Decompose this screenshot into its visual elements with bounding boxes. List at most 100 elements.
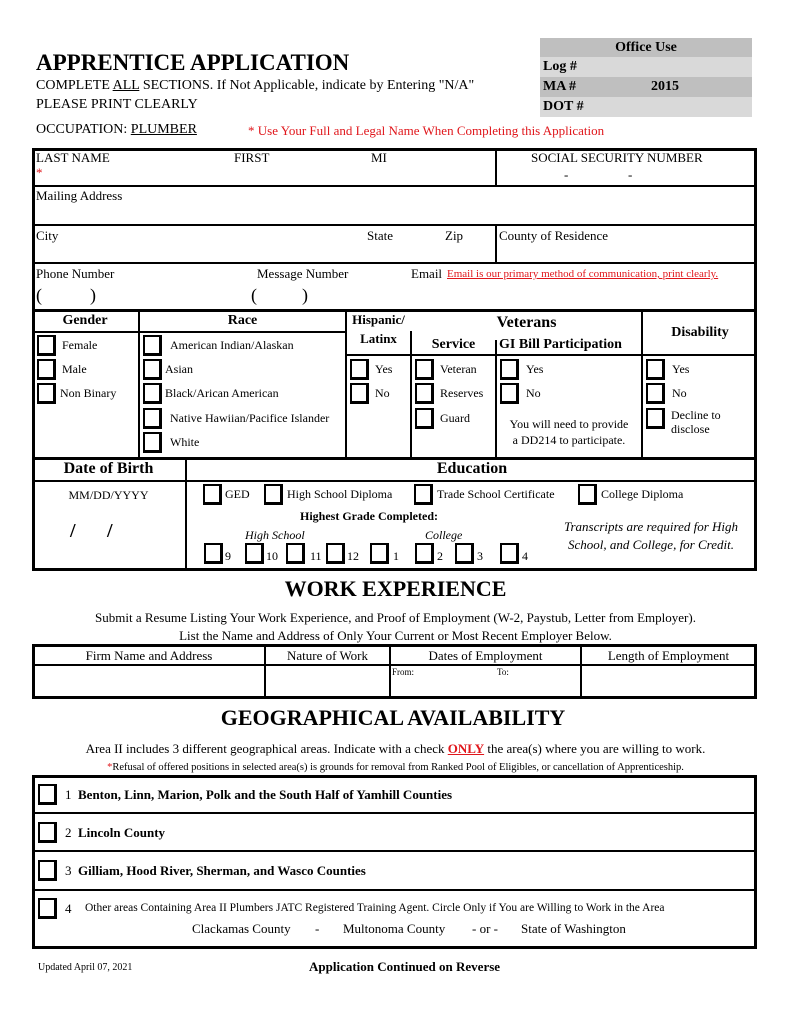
page-title: APPRENTICE APPLICATION: [36, 50, 350, 75]
length-input[interactable]: [583, 667, 754, 697]
transcripts-note-line: Transcripts are required for High: [563, 519, 739, 534]
service-title: Service: [431, 337, 476, 352]
race-title: Race: [227, 313, 258, 328]
disability-option: disclose: [671, 422, 710, 436]
area-1-checkbox[interactable]: [38, 784, 57, 805]
race-asian-checkbox[interactable]: [143, 359, 162, 380]
gender-option: Male: [62, 362, 87, 376]
grade-10-checkbox[interactable]: [245, 543, 264, 564]
disability-yes-checkbox[interactable]: [646, 359, 665, 380]
grade-12-checkbox[interactable]: [326, 543, 345, 564]
grade-9-checkbox[interactable]: [204, 543, 223, 564]
gi-yes-checkbox[interactable]: [500, 359, 519, 380]
service-option: Reserves: [440, 386, 484, 400]
geo-instruction: Area II includes 3 different geographica…: [0, 741, 791, 757]
city-state-zip-input[interactable]: [34, 244, 494, 262]
first-name-label: FIRST: [234, 150, 270, 165]
ged-checkbox[interactable]: [203, 484, 222, 505]
phone-paren-close: ): [90, 285, 96, 305]
gender-nonbinary-checkbox[interactable]: [37, 383, 56, 404]
grade-label: 4: [522, 549, 528, 563]
area-2-checkbox[interactable]: [38, 822, 57, 843]
service-option: Guard: [440, 411, 470, 425]
hispanic-title: Hispanic/: [352, 312, 405, 327]
college-1-checkbox[interactable]: [370, 543, 389, 564]
disability-decline-checkbox[interactable]: [646, 408, 665, 429]
phone-label: Phone Number: [36, 266, 115, 281]
washington-option[interactable]: State of Washington: [521, 921, 626, 936]
education-option: Trade School Certificate: [437, 487, 555, 501]
mailing-address-input[interactable]: [34, 204, 754, 224]
gender-male-checkbox[interactable]: [37, 359, 56, 380]
instructions: COMPLETE ALL SECTIONS. If Not Applicable…: [36, 78, 474, 94]
race-option: Asian: [165, 362, 193, 376]
race-option: Native Hawiian/Pacifice Islander: [170, 411, 330, 425]
separator: -: [315, 921, 320, 936]
name-input[interactable]: [34, 165, 494, 185]
gi-no-checkbox[interactable]: [500, 383, 519, 404]
race-option: White: [170, 435, 200, 449]
dob-title: Date of Birth: [63, 460, 154, 477]
geo-only: ONLY: [447, 741, 485, 756]
transcripts-note: Transcripts are required for High School,…: [546, 518, 756, 554]
dot-label: DOT #: [540, 97, 752, 117]
dob-input[interactable]: [36, 512, 181, 546]
occupation-value: PLUMBER: [130, 122, 197, 137]
print-clearly: PLEASE PRINT CLEARLY: [36, 97, 198, 112]
college-diploma-checkbox[interactable]: [578, 484, 597, 505]
phone-input[interactable]: [34, 286, 244, 308]
college-2-checkbox[interactable]: [415, 543, 434, 564]
hispanic-yes-checkbox[interactable]: [350, 359, 369, 380]
area-label: Benton, Linn, Marion, Polk and the South…: [78, 787, 453, 802]
gender-title: Gender: [62, 313, 108, 328]
area-4-checkbox[interactable]: [38, 898, 57, 919]
grade-11-checkbox[interactable]: [286, 543, 305, 564]
occupation-label: OCCUPATION:: [36, 122, 131, 137]
county-input[interactable]: [498, 244, 754, 262]
email-input[interactable]: [410, 286, 754, 308]
hispanic-no-checkbox[interactable]: [350, 383, 369, 404]
education-option: College Diploma: [601, 487, 684, 501]
disability-option: No: [672, 386, 687, 400]
disability-no-checkbox[interactable]: [646, 383, 665, 404]
dob-format: MM/DD/YYYY: [68, 488, 149, 502]
race-white-checkbox[interactable]: [143, 432, 162, 453]
instruction-text-end: SECTIONS. If Not Applicable, indicate by…: [139, 78, 475, 93]
to-label: To:: [497, 667, 509, 677]
geo-instruction-text: the area(s) where you are willing to wor…: [484, 741, 706, 756]
message-paren-close: ): [302, 285, 308, 305]
ssn-dash: -: [628, 167, 633, 182]
dob-slash: /: [70, 520, 76, 542]
gender-female-checkbox[interactable]: [37, 335, 56, 356]
dates-input[interactable]: [392, 676, 579, 697]
work-col-header: Length of Employment: [607, 648, 730, 663]
message-input[interactable]: [250, 286, 405, 308]
log-label: Log #: [540, 57, 752, 77]
clackamas-option[interactable]: Clackamas County: [192, 921, 291, 936]
race-american-indian-checkbox[interactable]: [143, 335, 162, 356]
area-label: Lincoln County: [78, 825, 166, 840]
nature-input[interactable]: [267, 667, 388, 697]
service-veteran-checkbox[interactable]: [415, 359, 434, 380]
service-guard-checkbox[interactable]: [415, 408, 434, 429]
firm-input[interactable]: [35, 667, 263, 697]
work-col-header: Dates of Employment: [428, 648, 543, 663]
area-3-checkbox[interactable]: [38, 860, 57, 881]
office-use-box: Office Use Log # MA # 2015 DOT #: [540, 38, 752, 117]
service-reserves-checkbox[interactable]: [415, 383, 434, 404]
college-3-checkbox[interactable]: [455, 543, 474, 564]
college-4-checkbox[interactable]: [500, 543, 519, 564]
ssn-input[interactable]: [498, 165, 754, 185]
gender-option: Female: [62, 338, 98, 352]
area-num: 3: [65, 863, 72, 878]
work-col-header: Firm Name and Address: [85, 648, 213, 663]
multnomah-option[interactable]: Multonoma County: [343, 921, 446, 936]
trade-school-checkbox[interactable]: [414, 484, 433, 505]
highest-grade-label: Highest Grade Completed:: [300, 509, 438, 523]
race-black-checkbox[interactable]: [143, 383, 162, 404]
race-pacific-islander-checkbox[interactable]: [143, 408, 162, 429]
email-note: Email is our primary method of communica…: [447, 268, 719, 280]
high-school-diploma-checkbox[interactable]: [264, 484, 283, 505]
instruction-text: COMPLETE: [36, 78, 113, 93]
service-option: Veteran: [440, 362, 477, 376]
